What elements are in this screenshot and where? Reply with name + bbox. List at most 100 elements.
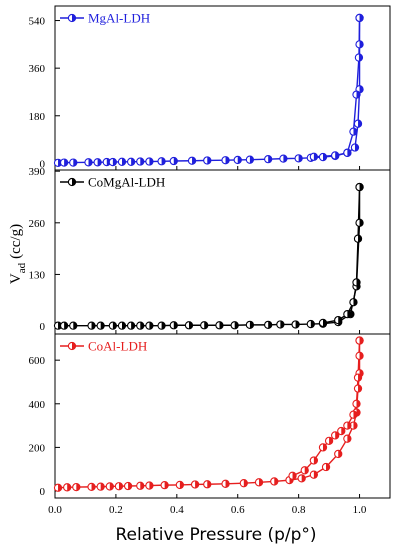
panel-2-ads-point-20 — [309, 470, 319, 479]
panel-1-ads-point-7-fill — [131, 322, 135, 330]
panel-1-ytick-label-3: 390 — [29, 166, 46, 178]
panel-2-ytick-label-3: 600 — [29, 355, 46, 367]
panel-2-des-point-11 — [288, 471, 297, 480]
panel-2-ads-point-15 — [239, 479, 248, 488]
panel-1-ads-point-11 — [169, 321, 178, 330]
panel-0-ads-point-27-fill — [359, 85, 364, 93]
panel-0-desorption-line — [313, 17, 361, 158]
panel-2-ads-point-4 — [96, 482, 105, 491]
panel-1-ads-point-9 — [145, 321, 154, 330]
panel-2-des-point-9-fill — [313, 456, 318, 465]
panel-2-ads-point-7-fill — [128, 482, 132, 490]
panel-2-des-point-0-fill — [359, 336, 364, 345]
panel-0-des-point-3 — [349, 127, 358, 136]
panel-1-ads-point-16 — [245, 320, 255, 330]
panel-1-ads-point-1 — [59, 321, 69, 330]
panel-0-ads-point-14-fill — [207, 156, 211, 165]
panel-0-ytick-label-2: 360 — [29, 63, 46, 75]
panel-0-ads-point-15-fill — [225, 156, 230, 164]
panel-0-des-point-6 — [309, 152, 319, 161]
panel-1-ads-point-2-fill — [73, 322, 77, 330]
panel-0-ads-point-7-fill — [122, 158, 126, 166]
panel-1-des-point-6 — [318, 318, 328, 328]
panel-0-ads-point-7 — [117, 157, 127, 166]
panel-0-ads-point-8-fill — [131, 158, 135, 166]
panel-2-ads-point-24 — [349, 421, 358, 430]
panel-2-ads-point-15-fill — [243, 479, 248, 487]
panel-0-ads-point-19-fill — [283, 155, 288, 163]
panel-0-ads-point-28-fill — [359, 40, 364, 48]
panel-1: 0 130 260 390 CoMgAl-LDH — [29, 166, 391, 335]
panel-1-ads-point-12 — [184, 321, 194, 330]
panel-1-ads-point-6-fill — [122, 322, 126, 330]
panel-0-ads-point-18-fill — [268, 155, 272, 163]
panel-0-ads-point-6 — [108, 157, 118, 167]
panel-0-ads-point-2 — [69, 158, 78, 167]
panel-1-des-point-5 — [334, 315, 343, 325]
panel-2-des-point-3-fill — [353, 411, 358, 419]
panel-1-frame — [54, 169, 391, 335]
panel-1-ads-point-8-fill — [140, 322, 144, 330]
panel-1-ytick-label-0: 0 — [40, 321, 46, 333]
x-tick-label-2: 0.4 — [170, 504, 184, 516]
panel-0-des-point-4 — [343, 148, 352, 157]
panel-1-legend-marker-fill — [72, 178, 76, 186]
panel-1-ads-point-7 — [126, 321, 136, 330]
panel-0-des-point-0 — [355, 13, 364, 23]
panel-1-ads-point-13-fill — [204, 321, 208, 329]
panel-1-legend-label: CoMgAl-LDH — [88, 175, 165, 190]
panel-2-ads-point-28 — [355, 351, 364, 360]
panel-2-ads-point-0 — [53, 483, 63, 492]
panel-2-ads-point-7 — [123, 481, 133, 491]
panel-0-ads-point-3 — [84, 158, 93, 167]
panel-2-des-point-10 — [300, 466, 309, 475]
panel-2-ads-point-3-fill — [91, 483, 96, 491]
panel-2-des-point-6 — [331, 431, 340, 440]
panel-1-ads-point-20 — [306, 319, 315, 329]
panel-2-ads-point-2-fill — [76, 483, 80, 491]
panel-0-ads-point-10-fill — [149, 157, 154, 166]
x-tick-label-1: 0.2 — [109, 504, 123, 516]
panel-2-ads-point-14-fill — [225, 480, 230, 488]
panel-2-des-point-1 — [353, 373, 363, 382]
panel-0-des-point-3-fill — [353, 128, 358, 136]
panel-0-ads-point-26 — [353, 119, 363, 128]
panel-2-ads-point-17-fill — [274, 477, 278, 486]
panel-0-ytick-label-0: 0 — [40, 158, 46, 170]
panel-0-ads-point-9 — [136, 157, 145, 166]
panel-1-des-point-6-fill — [323, 319, 327, 327]
panel-2-ads-point-10-fill — [164, 481, 169, 489]
panel-2-des-point-2-fill — [356, 400, 361, 408]
panel-2-des-point-10-fill — [304, 466, 309, 474]
panel-1-ads-point-25 — [355, 218, 364, 227]
panel-2-ads-point-2 — [72, 482, 81, 492]
panel-2-des-point-1-fill — [358, 374, 362, 382]
panel-1-ads-point-5-fill — [112, 322, 117, 330]
panel-2-ads-point-8 — [136, 481, 145, 490]
panel-0-legend-marker — [67, 13, 77, 23]
panel-1-ads-point-23-fill — [350, 310, 355, 318]
panel-2-adsorption-line — [58, 340, 361, 489]
panel-1-ads-point-14-fill — [219, 321, 224, 329]
panel-1-des-point-4 — [343, 309, 352, 319]
panel-2-des-point-4 — [343, 421, 352, 430]
panel-0-ads-point-26-fill — [358, 120, 362, 128]
panel-0-ads-point-2-fill — [73, 158, 77, 167]
panel-1-legend-marker — [67, 177, 77, 187]
svg-text:Vad(cc/g): Vad (cc/g) — [8, 224, 28, 284]
panel-2-ads-point-14 — [221, 479, 230, 488]
panel-2-des-point-0 — [355, 336, 364, 345]
panel-1-ads-point-3 — [87, 321, 96, 330]
x-tick-label-0: 0.0 — [48, 504, 62, 516]
panel-0-des-point-5 — [331, 151, 340, 160]
panel-2-ytick-label-0: 0 — [40, 486, 46, 498]
panel-2-ads-point-28-fill — [359, 352, 364, 360]
panel-2-ads-point-13-fill — [207, 480, 211, 488]
panel-1-ads-point-25-fill — [359, 219, 364, 227]
panel-0-ads-point-22-fill — [323, 153, 327, 161]
x-tick-label-5: 1.0 — [353, 504, 367, 516]
panel-2-ads-point-11 — [175, 480, 185, 490]
panel-0-des-point-2 — [352, 90, 361, 99]
panel-0-ads-point-17-fill — [249, 156, 254, 164]
panel-0-des-point-6-fill — [313, 153, 318, 161]
